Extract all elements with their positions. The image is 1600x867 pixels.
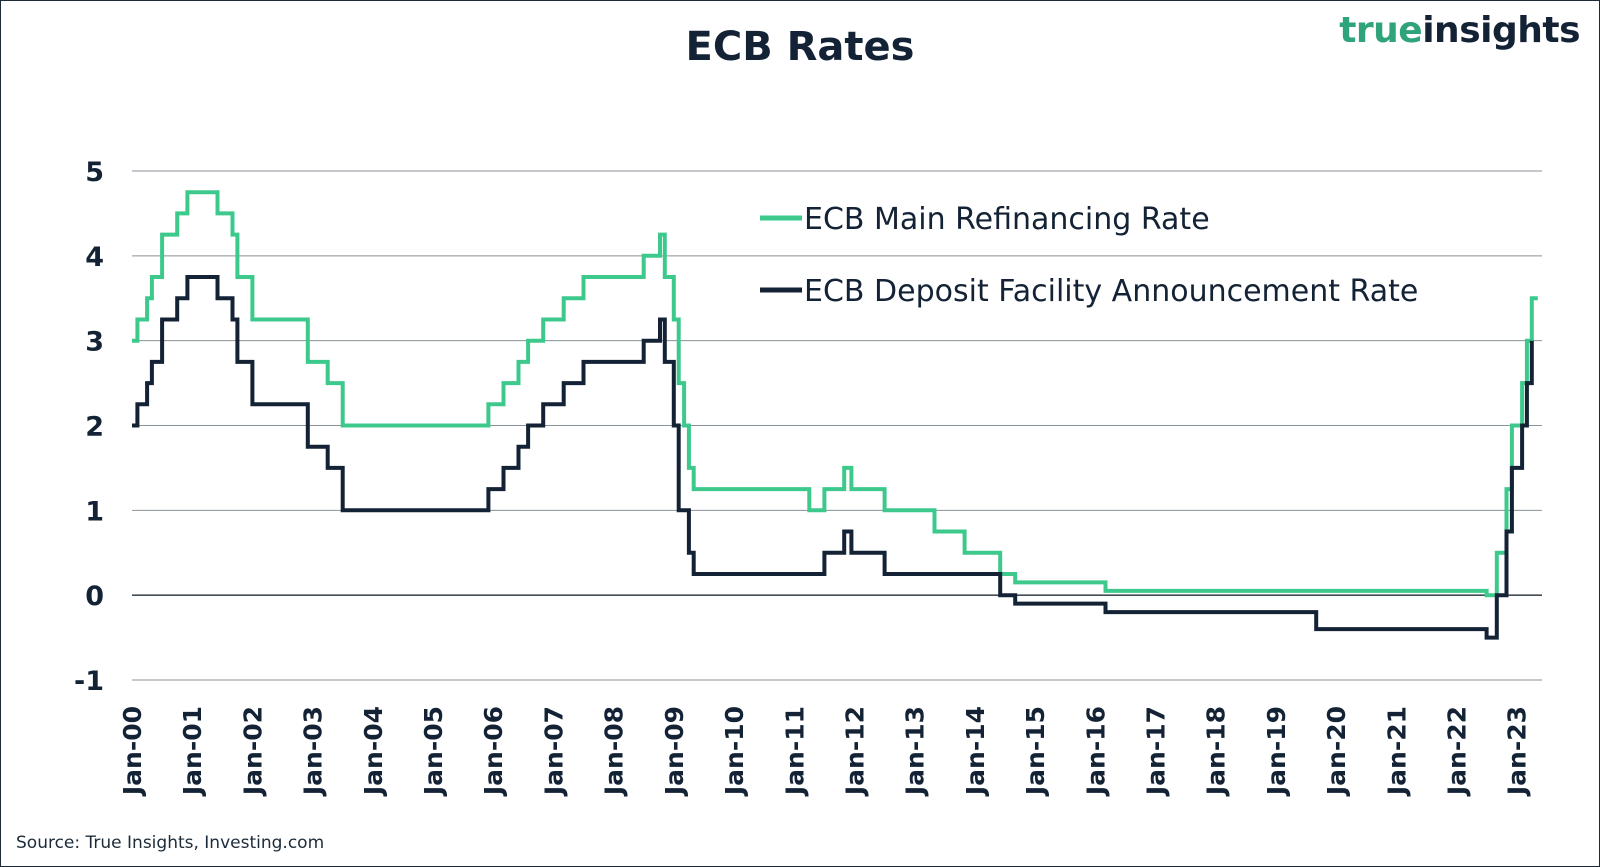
x-tick-label: Jan-11: [780, 706, 809, 797]
series-line-refinancing: [132, 190, 1538, 598]
x-tick-label: Jan-07: [539, 706, 568, 797]
x-tick-label: Jan-22: [1443, 706, 1472, 797]
x-tick-label: Jan-20: [1322, 706, 1351, 797]
y-tick-label: 4: [85, 242, 104, 273]
x-tick-label: Jan-14: [961, 706, 990, 797]
x-axis-ticks: Jan-00 Jan-01 Jan-02 Jan-03 Jan-04 Jan-05 Jan-…: [118, 706, 1532, 797]
x-tick-label: Jan-21: [1382, 706, 1411, 797]
x-tick-label: Jan-18: [1202, 706, 1231, 797]
x-tick-label: Jan-05: [419, 706, 448, 797]
x-tick-label: Jan-13: [901, 706, 930, 797]
x-tick-label: Jan-10: [720, 706, 749, 797]
y-tick-label: 0: [85, 581, 104, 612]
y-tick-label: 2: [85, 412, 104, 443]
x-tick-label: Jan-19: [1262, 706, 1291, 797]
brand-logo: trueinsights: [1339, 10, 1580, 51]
x-tick-label: Jan-12: [840, 706, 869, 797]
y-axis-ticks: 5 4 3 2 1 0 -1: [74, 157, 104, 697]
logo-word-true: true: [1339, 10, 1423, 51]
logo-word-insights: insights: [1422, 10, 1580, 51]
x-tick-label: Jan-00: [118, 706, 147, 797]
y-tick-label: 5: [85, 157, 104, 188]
x-tick-label: Jan-03: [299, 706, 328, 797]
x-tick-label: Jan-02: [238, 706, 267, 797]
x-tick-label: Jan-16: [1081, 706, 1110, 797]
chart-title: ECB Rates: [685, 24, 915, 70]
series-lines: [132, 190, 1538, 640]
x-tick-label: Jan-04: [359, 706, 388, 797]
x-tick-label: Jan-09: [660, 706, 689, 797]
legend-label: ECB Deposit Facility Announcement Rate: [804, 274, 1418, 309]
series-line-deposit: [132, 275, 1534, 640]
y-tick-label: -1: [74, 666, 104, 697]
x-tick-label: Jan-17: [1141, 706, 1170, 797]
legend-label: ECB Main Refinancing Rate: [804, 202, 1210, 237]
source-note: Source: True Insights, Investing.com: [16, 833, 325, 853]
x-tick-label: Jan-23: [1503, 706, 1532, 797]
y-tick-label: 3: [85, 327, 104, 358]
x-tick-label: Jan-01: [178, 706, 207, 797]
x-tick-label: Jan-06: [479, 706, 508, 797]
legend: ECB Main Refinancing Rate ECB Deposit Fac…: [760, 202, 1418, 309]
x-tick-label: Jan-15: [1021, 706, 1050, 797]
y-tick-label: 1: [85, 496, 104, 527]
x-tick-label: Jan-08: [600, 706, 629, 797]
